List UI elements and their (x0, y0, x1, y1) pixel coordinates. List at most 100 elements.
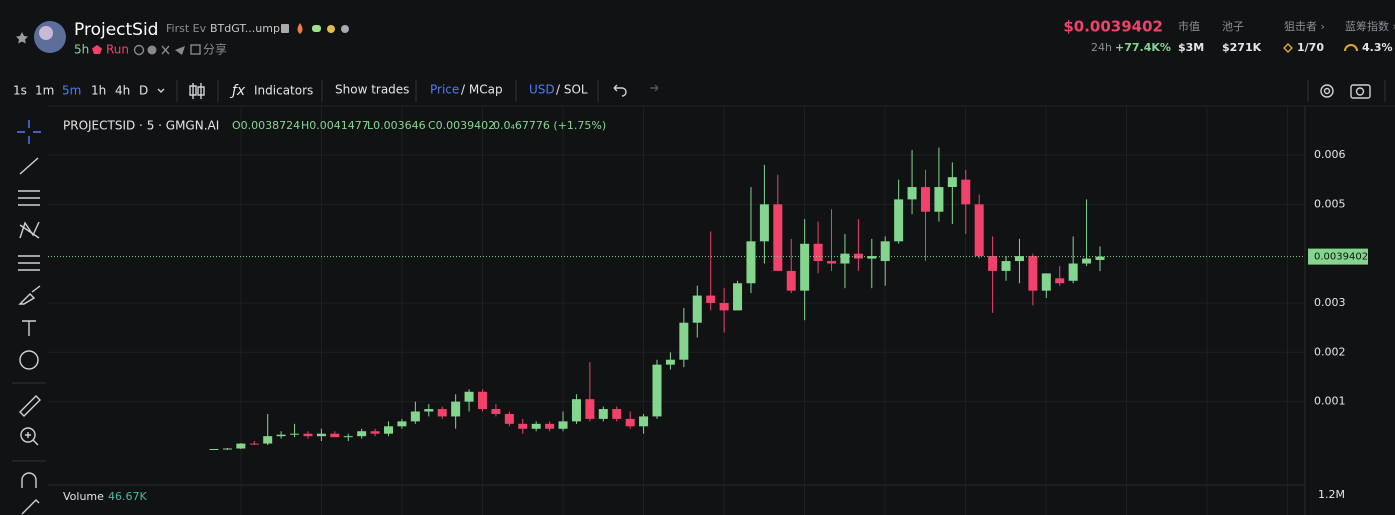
interval-button[interactable]: D (139, 84, 148, 98)
screenshot-icon[interactable] (1355, 87, 1365, 96)
interval-button[interactable]: 5m (62, 84, 81, 98)
candle-body (558, 421, 568, 429)
candle-body (410, 411, 420, 422)
settings-icon[interactable] (1320, 84, 1334, 98)
candle-body (276, 434, 286, 437)
search-icon[interactable] (133, 44, 145, 56)
change-period: 24h (1091, 41, 1112, 54)
ohlc-value: C0.0039402 (428, 119, 495, 132)
zoom-tool[interactable] (20, 427, 36, 443)
interval-button[interactable]: 1s (13, 84, 27, 98)
candle-body (1028, 256, 1038, 291)
candle-body (397, 421, 407, 427)
candle-body (988, 256, 998, 271)
share-label[interactable]: 分享 (203, 42, 227, 57)
y-tick-label: 0.001 (1314, 395, 1346, 408)
fib-tool[interactable] (18, 190, 40, 206)
usd-toggle[interactable]: USD (529, 83, 555, 97)
candle-body (934, 187, 944, 212)
crosshair-tool[interactable] (17, 120, 41, 144)
settings-icon[interactable] (1323, 87, 1331, 95)
stat-value: $3M (1178, 41, 1204, 54)
candle-body (786, 270, 796, 291)
ruler-tool[interactable] (19, 395, 41, 417)
candle-body (545, 423, 555, 429)
interval-button[interactable]: 4h (115, 84, 130, 98)
volume-label: Volume (63, 490, 104, 503)
undo-icon[interactable] (613, 84, 627, 97)
pattern-tool[interactable] (19, 221, 40, 239)
zoom-tool[interactable] (25, 432, 39, 446)
stat-label: 池子 (1222, 20, 1244, 33)
price-toggle[interactable]: Price (430, 83, 459, 97)
avatar (39, 26, 53, 40)
pencil-tool[interactable] (21, 499, 40, 515)
bot-icon (341, 25, 349, 33)
show-trades-button[interactable]: Show trades (335, 83, 409, 97)
y-tick-label: 0.002 (1314, 345, 1346, 358)
chevron[interactable] (157, 88, 165, 93)
interval-button[interactable]: 1m (35, 84, 54, 98)
candle-body (759, 204, 769, 242)
favorite-icon[interactable] (16, 32, 28, 44)
volume-tick: 1.2M (1318, 488, 1345, 501)
candle-body (867, 256, 877, 259)
candle-body (1068, 263, 1078, 281)
candle-body (719, 302, 729, 311)
text-tool[interactable] (22, 320, 36, 336)
toolbar-separators (176, 80, 1386, 102)
gauge-icon (1344, 44, 1358, 52)
candle-body (209, 448, 219, 450)
candle-body (665, 359, 675, 365)
token-address[interactable]: BTdGT...ump (210, 22, 280, 35)
indicators-button[interactable]: Indicators (254, 84, 313, 98)
brush-tool[interactable] (18, 285, 41, 305)
stat-label[interactable]: 蓝筹指数 › (1345, 19, 1395, 33)
mcap-toggle[interactable]: / MCap (461, 83, 503, 97)
chart-type-icon[interactable] (189, 83, 205, 99)
candle-body (249, 443, 259, 445)
candle-body (692, 295, 702, 323)
ohlc-symbol: PROJECTSID · 5 · GMGN.AI (63, 119, 219, 133)
candle-body (316, 433, 326, 437)
candle-body (504, 413, 514, 424)
candle-body (598, 409, 608, 419)
candle-body (531, 423, 541, 429)
candle-body (330, 433, 340, 438)
copy-icon[interactable] (281, 24, 289, 33)
candle-body (236, 443, 246, 449)
candle-body (920, 187, 930, 212)
magnet-tool[interactable] (21, 472, 37, 488)
candle-body (384, 426, 394, 434)
trend-line-tool[interactable] (19, 157, 39, 175)
candle-body (518, 423, 528, 429)
fx-icon[interactable]: ƒx (229, 83, 246, 99)
y-tick-label: 0.005 (1314, 197, 1346, 210)
price: $0.0039402 (1063, 18, 1163, 36)
sol-toggle[interactable]: / SOL (556, 83, 588, 97)
screenshot-icon[interactable] (1350, 84, 1371, 99)
candle-body (1001, 261, 1011, 271)
ohlc-value: L0.003646 (367, 119, 426, 132)
ohlc-value: O0.0038724 (232, 119, 300, 132)
x-icon[interactable] (161, 45, 170, 55)
telegram-icon[interactable] (175, 46, 185, 55)
candle-body (612, 409, 622, 419)
stat-value: 1/70 (1297, 41, 1324, 54)
redo-icon[interactable] (650, 84, 659, 92)
stat-value: 4.3% (1362, 41, 1393, 54)
web-icon[interactable] (147, 45, 157, 55)
candle-body (961, 179, 971, 205)
emoji-tool[interactable] (19, 350, 39, 370)
candle-body (907, 187, 917, 200)
prediction-tool[interactable] (18, 255, 40, 271)
stat-label[interactable]: 狙击者 › (1284, 20, 1325, 33)
candle-body (1041, 273, 1051, 291)
price-change: +77.4K% (1115, 41, 1171, 54)
pill-icon (312, 25, 321, 32)
volume-value: 46.67K (108, 490, 147, 503)
candle-body (706, 295, 716, 303)
interval-button[interactable]: 1h (91, 84, 106, 98)
candle-body (840, 253, 850, 264)
share-icon[interactable] (190, 44, 201, 55)
